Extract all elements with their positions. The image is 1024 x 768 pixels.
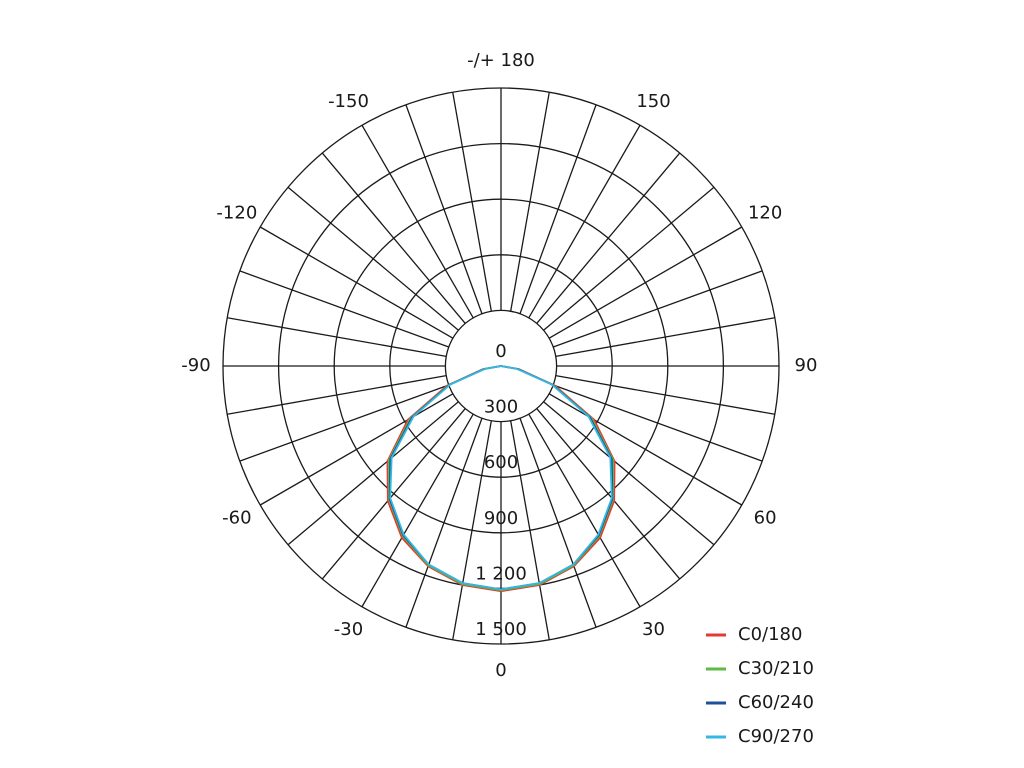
- legend-label: C90/270: [738, 726, 814, 747]
- r-tick-label: 600: [484, 452, 518, 473]
- angle-tick-label: -90: [181, 355, 210, 376]
- ring: [389, 254, 613, 478]
- ring: [222, 87, 780, 645]
- angle-tick-label: 0: [495, 660, 506, 681]
- angle-tick-label: -30: [334, 619, 363, 640]
- angle-tick-label: -150: [328, 91, 369, 112]
- r-tick-label: 1 500: [475, 619, 527, 640]
- angle-tick-label: 30: [642, 619, 665, 640]
- ring: [333, 198, 669, 534]
- angle-tick-label: 90: [795, 355, 818, 376]
- r-tick-label: 1 200: [475, 563, 527, 584]
- angle-tick-label: 60: [754, 508, 777, 529]
- series-line: [389, 365, 613, 591]
- ring: [277, 142, 725, 590]
- series-line: [386, 365, 616, 593]
- legend-label: C30/210: [738, 658, 814, 679]
- legend-label: C60/240: [738, 692, 814, 713]
- r-tick-label: 300: [484, 397, 518, 418]
- angle-tick-label: 150: [636, 91, 670, 112]
- angle-tick-label: 120: [748, 203, 782, 224]
- series-line: [387, 365, 615, 592]
- r-tick-label: 900: [484, 508, 518, 529]
- angle-tick-label: -/+ 180: [467, 50, 535, 71]
- angle-tick-label: -60: [222, 508, 251, 529]
- legend-label: C0/180: [738, 624, 802, 645]
- r-tick-label: 0: [495, 341, 506, 362]
- ring: [444, 309, 558, 423]
- angle-tick-label: -120: [216, 203, 257, 224]
